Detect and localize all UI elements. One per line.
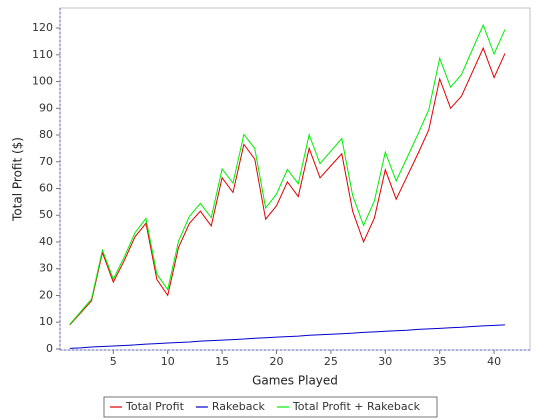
x-tick-label: 30 — [378, 355, 392, 368]
x-tick-label: 25 — [324, 355, 338, 368]
y-axis-label: Total Profit ($) — [11, 137, 25, 222]
y-tick-label: 80 — [39, 128, 53, 141]
x-tick-label: 10 — [161, 355, 175, 368]
line-series — [69, 23, 506, 325]
legend-label: Total Profit + Rakeback — [292, 400, 421, 413]
y-tick-label: 100 — [32, 75, 53, 88]
line-series — [69, 46, 506, 326]
line-series — [69, 324, 506, 349]
y-tick-label: 90 — [39, 101, 53, 114]
y-tick-label: 60 — [39, 181, 53, 194]
y-tick-label: 120 — [32, 21, 53, 34]
y-tick-label: 40 — [39, 235, 53, 248]
x-tick-label: 20 — [270, 355, 284, 368]
y-tick-label: 70 — [39, 155, 53, 168]
x-tick-label: 5 — [110, 355, 117, 368]
x-tick-label: 35 — [433, 355, 447, 368]
x-tick-label: 40 — [487, 355, 501, 368]
x-tick-label: 15 — [215, 355, 229, 368]
y-tick-label: 50 — [39, 208, 53, 221]
y-tick-label: 110 — [32, 48, 53, 61]
legend-label: Total Profit — [125, 400, 185, 413]
legend — [103, 396, 438, 418]
y-tick-label: 0 — [46, 342, 53, 355]
y-tick-label: 30 — [39, 262, 53, 275]
legend-label: Rakeback — [212, 400, 266, 413]
x-axis-label: Games Played — [252, 374, 338, 388]
y-tick-label: 20 — [39, 288, 53, 301]
y-tick-label: 10 — [39, 315, 53, 328]
